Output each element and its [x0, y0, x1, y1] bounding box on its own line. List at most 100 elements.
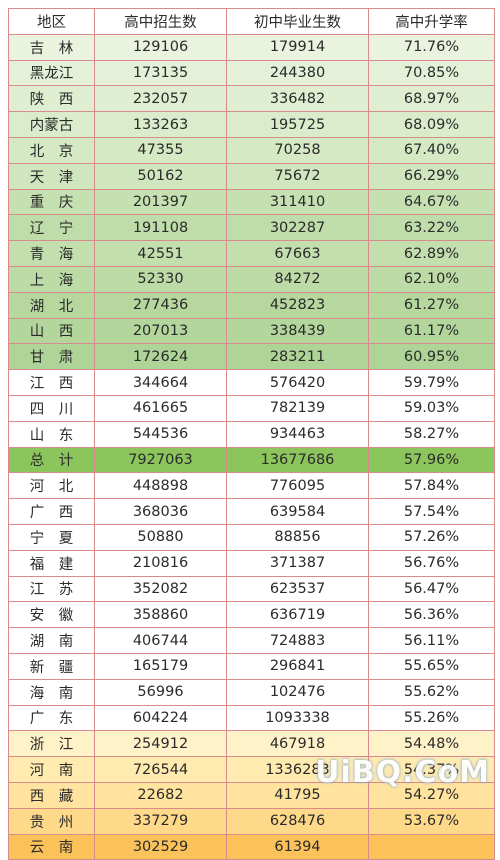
table-row: 福 建 210816 371387 56.76%: [8, 549, 495, 577]
table-row: 四 川 461665 782139 59.03%: [8, 394, 495, 422]
enrollment-table-sheet: 地区 高中招生数 初中毕业生数 高中升学率 吉 林 129106 179914 71.…: [8, 8, 495, 860]
rate-cell: 66.29%: [368, 162, 495, 190]
table-row: 吉 林 129106 179914 71.76%: [8, 33, 495, 61]
enrollment-cell: 277436: [94, 291, 227, 319]
graduates-cell: 283211: [226, 343, 369, 371]
rate-cell: 53.67%: [368, 807, 495, 835]
table-row: 青 海 42551 67663 62.89%: [8, 240, 495, 267]
table-row: 内蒙古 133263 195725 68.09%: [8, 111, 495, 138]
rate-cell: 63.22%: [368, 214, 495, 242]
region-cell: 吉 林: [8, 33, 95, 61]
table-row: 贵 州 337279 628476 53.67%: [8, 807, 495, 835]
table-body: 吉 林 129106 179914 71.76% 黑龙江 173135 244380 70.8…: [8, 33, 495, 860]
rate-cell: 64.67%: [368, 188, 495, 216]
header-enrollment: 高中招生数: [94, 8, 227, 35]
region-cell: 天 津: [8, 162, 95, 190]
enrollment-cell: 726544: [94, 756, 227, 783]
enrollment-cell: 232057: [94, 85, 227, 113]
enrollment-cell: 129106: [94, 33, 227, 61]
rate-cell: 54.48%: [368, 730, 495, 758]
graduates-cell: 61394: [226, 833, 369, 860]
region-cell: 总 计: [8, 446, 95, 474]
region-cell: 河 南: [8, 756, 95, 783]
rate-cell: 61.27%: [368, 291, 495, 319]
rate-cell: 56.76%: [368, 549, 495, 577]
region-cell: 黑龙江: [8, 59, 95, 87]
region-cell: 重 庆: [8, 188, 95, 216]
region-cell: 山 东: [8, 420, 95, 448]
enrollment-cell: 50162: [94, 162, 227, 190]
graduates-cell: 724883: [226, 627, 369, 654]
region-cell: 新 疆: [8, 652, 95, 680]
table-row: 山 西 207013 338439 61.17%: [8, 317, 495, 345]
graduates-cell: 1336283: [226, 756, 369, 783]
graduates-cell: 338439: [226, 317, 369, 345]
region-cell: 福 建: [8, 549, 95, 577]
rate-cell: 70.85%: [368, 59, 495, 87]
region-cell: 青 海: [8, 240, 95, 267]
region-cell: 陕 西: [8, 85, 95, 113]
rate-cell: 58.27%: [368, 420, 495, 448]
region-cell: 甘 肃: [8, 343, 95, 371]
enrollment-cell: 604224: [94, 704, 227, 732]
enrollment-cell: 52330: [94, 265, 227, 293]
rate-cell: 56.47%: [368, 575, 495, 603]
enrollment-cell: 191108: [94, 214, 227, 242]
header-rate: 高中升学率: [368, 8, 495, 35]
graduates-cell: 1093338: [226, 704, 369, 732]
table-row: 广 东 604224 1093338 55.26%: [8, 704, 495, 732]
graduates-cell: 179914: [226, 33, 369, 61]
table-row: 上 海 52330 84272 62.10%: [8, 265, 495, 293]
enrollment-cell: 358860: [94, 601, 227, 629]
enrollment-cell: 406744: [94, 627, 227, 654]
enrollment-cell: 448898: [94, 472, 227, 500]
enrollment-cell: 173135: [94, 59, 227, 87]
enrollment-cell: 302529: [94, 833, 227, 860]
graduates-cell: 67663: [226, 240, 369, 267]
region-cell: 江 苏: [8, 575, 95, 603]
region-cell: 江 西: [8, 369, 95, 396]
region-cell: 西 藏: [8, 781, 95, 809]
region-cell: 上 海: [8, 265, 95, 293]
enrollment-cell: 544536: [94, 420, 227, 448]
table-row: 陕 西 232057 336482 68.97%: [8, 85, 495, 113]
graduates-cell: 782139: [226, 394, 369, 422]
table-row: 广 西 368036 639584 57.54%: [8, 498, 495, 525]
rate-cell: 71.76%: [368, 33, 495, 61]
table-row: 辽 宁 191108 302287 63.22%: [8, 214, 495, 242]
enrollment-table: 地区 高中招生数 初中毕业生数 高中升学率 吉 林 129106 179914 71.…: [8, 8, 495, 860]
table-row: 海 南 56996 102476 55.62%: [8, 678, 495, 706]
region-cell: 广 西: [8, 498, 95, 525]
graduates-cell: 776095: [226, 472, 369, 500]
graduates-cell: 934463: [226, 420, 369, 448]
region-cell: 北 京: [8, 136, 95, 164]
graduates-cell: 195725: [226, 111, 369, 138]
enrollment-cell: 50880: [94, 523, 227, 551]
table-row: 总 计 7927063 13677686 57.96%: [8, 446, 495, 474]
graduates-cell: 84272: [226, 265, 369, 293]
rate-cell: 57.96%: [368, 446, 495, 474]
region-cell: 辽 宁: [8, 214, 95, 242]
rate-cell: 56.11%: [368, 627, 495, 654]
rate-cell: 62.10%: [368, 265, 495, 293]
region-cell: 河 北: [8, 472, 95, 500]
table-row: 山 东 544536 934463 58.27%: [8, 420, 495, 448]
graduates-cell: 639584: [226, 498, 369, 525]
rate-cell: 57.54%: [368, 498, 495, 525]
table-row: 天 津 50162 75672 66.29%: [8, 162, 495, 190]
enrollment-cell: 461665: [94, 394, 227, 422]
graduates-cell: 628476: [226, 807, 369, 835]
graduates-cell: 302287: [226, 214, 369, 242]
rate-cell: [368, 833, 495, 860]
table-row: 宁 夏 50880 88856 57.26%: [8, 523, 495, 551]
enrollment-cell: 56996: [94, 678, 227, 706]
enrollment-cell: 254912: [94, 730, 227, 758]
rate-cell: 56.36%: [368, 601, 495, 629]
enrollment-cell: 201397: [94, 188, 227, 216]
rate-cell: 62.89%: [368, 240, 495, 267]
graduates-cell: 102476: [226, 678, 369, 706]
region-cell: 广 东: [8, 704, 95, 732]
rate-cell: 55.62%: [368, 678, 495, 706]
table-row: 浙 江 254912 467918 54.48%: [8, 730, 495, 758]
rate-cell: 59.79%: [368, 369, 495, 396]
